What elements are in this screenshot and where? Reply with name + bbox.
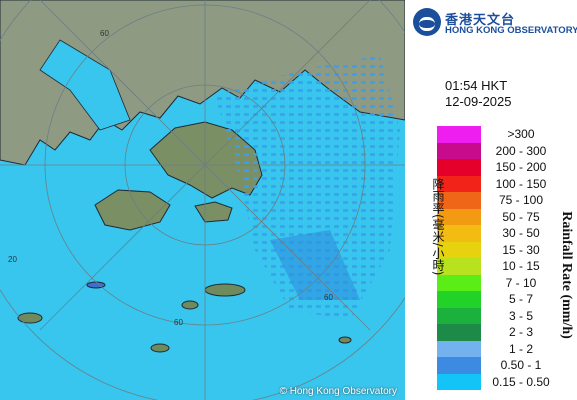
legend-range-label: 10 - 15 xyxy=(502,259,540,273)
legend-range-label: 15 - 30 xyxy=(502,242,540,257)
legend-swatch xyxy=(437,142,481,159)
legend-swatch xyxy=(437,340,481,357)
legend-range-label: 7 - 10 xyxy=(505,275,537,290)
island xyxy=(338,336,352,344)
island xyxy=(150,343,170,353)
legend-title-zh: 降雨率(毫米/小時) xyxy=(431,178,445,276)
legend-swatch xyxy=(437,159,481,176)
legend-range-label: 0.50 - 1 xyxy=(500,358,542,372)
legend-swatch xyxy=(437,357,481,374)
legend-swatch xyxy=(437,192,481,209)
date-label: 12-09-2025 xyxy=(445,94,512,109)
legend-panel: 香港天文台 HONG KONG OBSERVATORY 01:54 HKT 12… xyxy=(405,0,577,400)
legend-swatch xyxy=(437,307,481,324)
ring-label: 20 xyxy=(8,255,17,264)
legend-swatch xyxy=(437,373,481,390)
island xyxy=(181,300,199,310)
legend-title-en: Rainfall Rate (mm/h) xyxy=(559,211,574,339)
legend-title-en-box: Rainfall Rate (mm/h) xyxy=(555,190,577,360)
ring-label: 60 xyxy=(100,29,109,38)
observatory-logo[interactable]: 香港天文台 HONG KONG OBSERVATORY xyxy=(413,8,577,38)
island xyxy=(204,283,246,297)
observatory-emblem-icon xyxy=(413,8,441,36)
ring-label: 60 xyxy=(174,318,183,327)
legend-range-label: >300 xyxy=(507,127,535,141)
time-label: 01:54 HKT xyxy=(445,78,508,93)
legend-range-label: 100 - 150 xyxy=(495,176,547,191)
rain-echo-area xyxy=(270,230,360,300)
rain-echo-area xyxy=(215,55,400,320)
radar-map: 60 20 60 60 © Hong Kong Observatory xyxy=(0,0,405,400)
copyright-text: © Hong Kong Observatory xyxy=(279,386,397,397)
legend-swatch xyxy=(437,175,481,192)
legend-range-label: 30 - 50 xyxy=(502,226,540,240)
legend-swatch xyxy=(437,225,481,242)
legend-range-label: 150 - 200 xyxy=(495,160,547,174)
legend-range-label: 2 - 3 xyxy=(508,325,533,339)
legend-range-label: 1 - 2 xyxy=(508,341,533,356)
ring-label: 60 xyxy=(324,293,333,302)
legend-swatch xyxy=(437,324,481,341)
legend-swatch xyxy=(437,274,481,291)
legend-range-label: 0.15 - 0.50 xyxy=(492,374,550,389)
legend-swatch xyxy=(437,208,481,225)
legend-range-label: 3 - 5 xyxy=(508,308,533,323)
logo-en: HONG KONG OBSERVATORY xyxy=(445,25,577,36)
island xyxy=(86,281,106,289)
legend-swatch xyxy=(437,291,481,308)
legend-swatch xyxy=(437,126,481,143)
legend-swatch xyxy=(437,241,481,258)
lantau-island xyxy=(94,189,171,231)
logo-zh: 香港天文台 xyxy=(445,12,516,27)
legend-range-label: 200 - 300 xyxy=(495,143,547,158)
island xyxy=(17,312,43,324)
legend-swatch xyxy=(437,258,481,275)
legend-range-label: 50 - 75 xyxy=(502,209,540,224)
legend-range-label: 75 - 100 xyxy=(498,193,544,207)
hk-island xyxy=(194,201,233,223)
range-rings xyxy=(0,0,405,400)
legend-range-label: 5 - 7 xyxy=(508,292,533,306)
radar-map-canvas: 60 20 60 60 xyxy=(0,0,405,400)
